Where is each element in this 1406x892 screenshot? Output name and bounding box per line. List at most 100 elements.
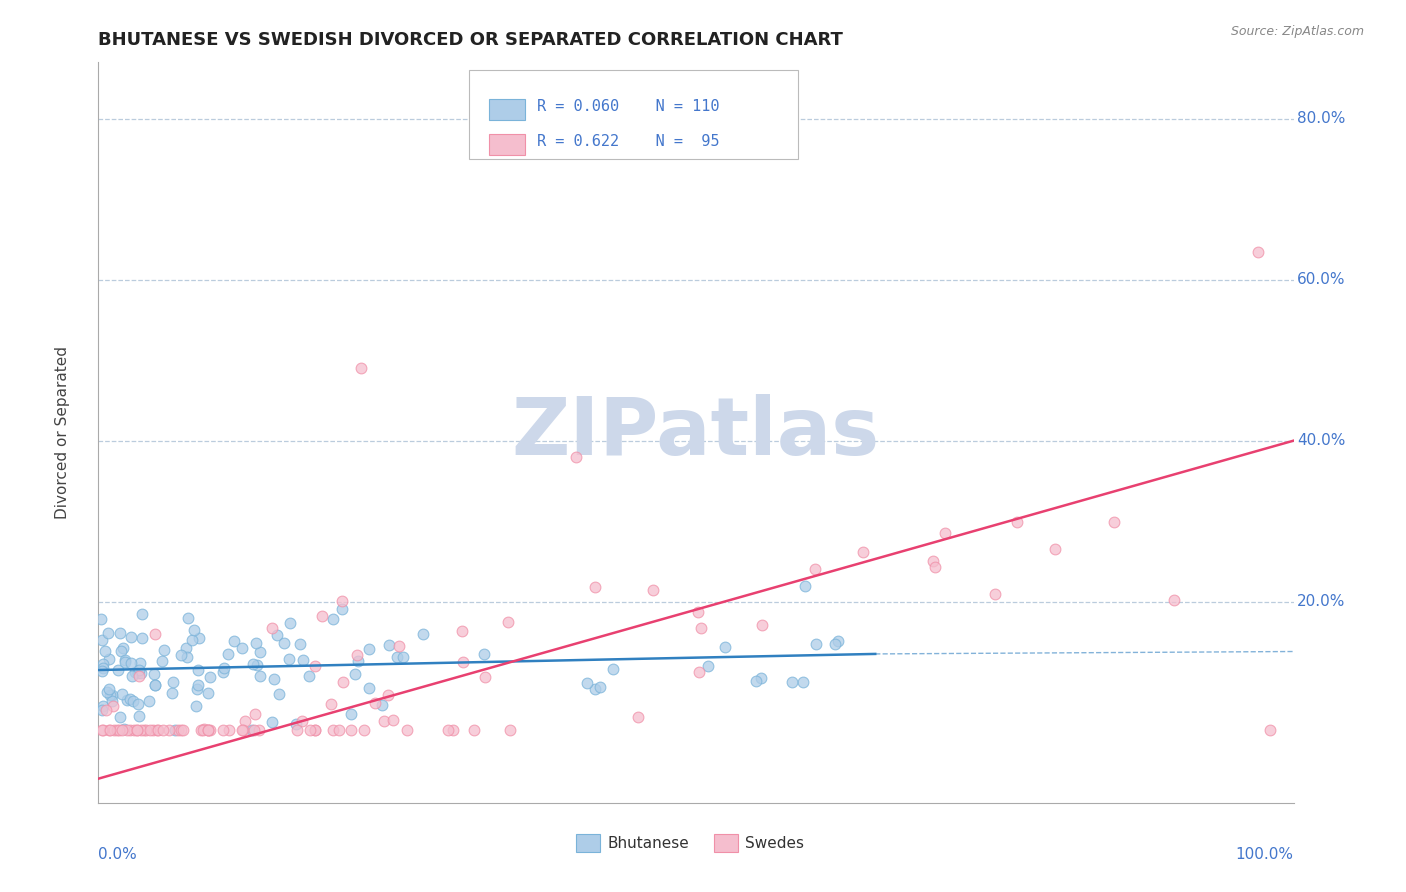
Point — [108, 626, 131, 640]
Point — [322, 723, 344, 738]
Point — [602, 662, 624, 676]
Point — [98, 723, 121, 738]
Point — [108, 710, 131, 724]
Point — [128, 669, 150, 683]
Point — [91, 664, 114, 678]
Point — [114, 653, 136, 667]
Point — [463, 723, 485, 738]
Point — [332, 602, 354, 616]
Point — [273, 636, 295, 650]
Point — [176, 649, 198, 664]
Point — [278, 652, 301, 666]
Point — [641, 583, 664, 598]
Point — [232, 723, 254, 738]
Point — [112, 641, 135, 656]
Point — [198, 670, 221, 684]
Point — [132, 723, 155, 738]
Point — [103, 698, 125, 713]
Point — [190, 723, 212, 738]
Point — [111, 688, 134, 702]
Point — [183, 623, 205, 637]
Point — [150, 654, 173, 668]
Point — [100, 694, 122, 708]
Point — [284, 717, 307, 731]
Point — [688, 665, 710, 679]
Point — [131, 607, 153, 621]
Point — [441, 723, 464, 738]
Point — [1247, 244, 1270, 259]
Point — [340, 723, 363, 738]
Point — [118, 723, 141, 738]
Point — [371, 698, 394, 712]
Point — [382, 713, 405, 727]
Point — [690, 621, 713, 635]
Point — [934, 526, 956, 541]
Point — [343, 667, 366, 681]
Point — [924, 560, 946, 574]
Point — [93, 699, 115, 714]
Point — [110, 644, 132, 658]
Point — [804, 561, 827, 575]
Point — [453, 655, 475, 669]
Point — [245, 636, 267, 650]
Text: R = 0.060    N = 110: R = 0.060 N = 110 — [537, 99, 720, 114]
Text: Bhutanese: Bhutanese — [607, 836, 689, 851]
Point — [576, 675, 599, 690]
Point — [143, 667, 166, 681]
Point — [129, 723, 152, 738]
Point — [780, 674, 803, 689]
Point — [373, 714, 395, 729]
Point — [263, 672, 285, 686]
Point — [321, 697, 343, 711]
Point — [187, 678, 209, 692]
Point — [212, 661, 235, 675]
Point — [242, 657, 264, 672]
Point — [212, 723, 235, 738]
Point — [139, 723, 162, 738]
Point — [127, 666, 149, 681]
Text: R = 0.622    N =  95: R = 0.622 N = 95 — [537, 134, 720, 149]
Point — [107, 664, 129, 678]
Point — [377, 688, 399, 702]
Point — [162, 675, 184, 690]
Point — [359, 681, 381, 695]
Point — [96, 703, 118, 717]
Point — [98, 723, 121, 738]
Point — [152, 723, 174, 738]
Text: Divorced or Separated: Divorced or Separated — [55, 346, 70, 519]
Point — [262, 621, 284, 635]
Point — [1163, 593, 1185, 607]
Point — [98, 652, 121, 666]
Point — [696, 658, 718, 673]
Point — [131, 631, 153, 645]
Point — [91, 661, 114, 675]
Point — [197, 723, 219, 738]
Point — [114, 655, 136, 669]
Point — [749, 671, 772, 685]
Point — [115, 693, 138, 707]
Point — [353, 723, 375, 738]
Point — [101, 688, 124, 702]
Point — [298, 669, 321, 683]
Point — [165, 723, 187, 737]
Point — [146, 723, 169, 738]
Point — [107, 723, 129, 738]
Point — [197, 723, 219, 738]
Text: ZIPatlas: ZIPatlas — [512, 393, 880, 472]
Point — [260, 715, 283, 730]
Point — [589, 680, 612, 694]
Point — [350, 361, 373, 376]
Point — [249, 669, 271, 683]
FancyBboxPatch shape — [576, 834, 600, 853]
Point — [128, 663, 150, 677]
Point — [127, 697, 149, 711]
Point — [451, 624, 474, 638]
Point — [193, 723, 215, 738]
Point — [496, 615, 519, 629]
Point — [246, 658, 269, 673]
Point — [291, 652, 314, 666]
Point — [143, 678, 166, 692]
Text: 100.0%: 100.0% — [1236, 847, 1294, 863]
Text: Source: ZipAtlas.com: Source: ZipAtlas.com — [1230, 25, 1364, 38]
Point — [304, 723, 326, 738]
